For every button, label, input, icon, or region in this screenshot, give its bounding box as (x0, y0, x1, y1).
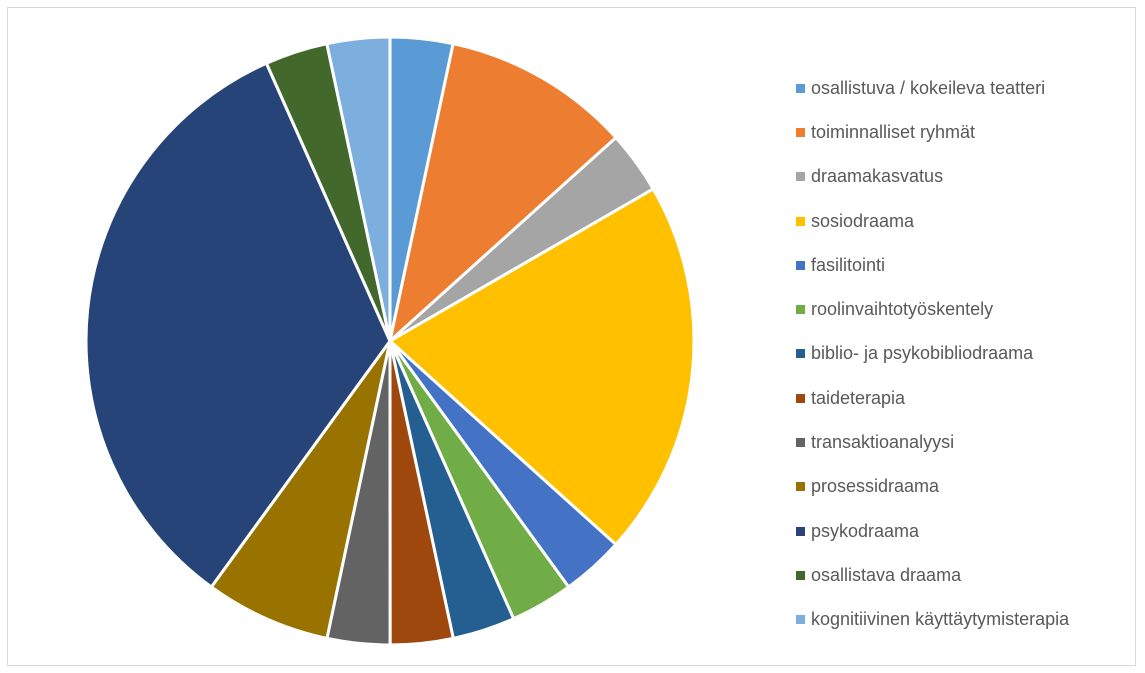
legend-item: taideterapia (796, 376, 1069, 420)
legend-swatch (796, 393, 805, 403)
legend-label: psykodraama (811, 520, 920, 541)
legend-item: fasilitointi (796, 243, 1069, 287)
pie-slice (388, 42, 618, 343)
pie-slice (84, 61, 392, 589)
legend-swatch (796, 172, 805, 182)
legend-swatch (796, 482, 805, 492)
legend-swatch (796, 83, 805, 93)
legend-label: osallistava draama (811, 564, 962, 585)
pie-slice (325, 35, 392, 343)
legend-item: sosiodraama (796, 199, 1069, 243)
legend-item: osallistuva / kokeileva teatteri (796, 66, 1069, 110)
pie-slice (209, 339, 392, 640)
legend-swatch (796, 349, 805, 359)
legend-item: kognitiivinen käyttäytymisterapia (796, 598, 1069, 642)
legend-item: draamakasvatus (796, 155, 1069, 199)
legend-label: osallistuva / kokeileva teatteri (811, 77, 1046, 98)
legend-swatch (796, 438, 805, 448)
legend-item: osallistava draama (796, 553, 1069, 597)
legend-swatch (796, 615, 805, 625)
legend-swatch (796, 526, 805, 536)
pie-slice (388, 187, 696, 546)
legend-label: fasilitointi (811, 254, 886, 275)
legend-swatch (796, 216, 805, 226)
legend-label: biblio- ja psykobibliodraama (811, 343, 1034, 364)
legend-item: roolinvaihtotyöskentely (796, 287, 1069, 331)
legend-item: psykodraama (796, 509, 1069, 553)
legend-item: biblio- ja psykobibliodraama (796, 332, 1069, 376)
legend: osallistuva / kokeileva teatteri toiminna… (796, 66, 1069, 642)
legend-label: draamakasvatus (811, 166, 944, 187)
legend-label: kognitiivinen käyttäytymisterapia (811, 609, 1070, 630)
legend-swatch (796, 570, 805, 580)
legend-label: sosiodraama (811, 210, 915, 231)
legend-item: transaktioanalyysi (796, 420, 1069, 464)
chart-area: osallistuva / kokeileva teatteri toiminna… (7, 7, 1136, 666)
legend-label: prosessidraama (811, 476, 940, 497)
legend-label: transaktioanalyysi (811, 432, 955, 453)
legend-item: toiminnalliset ryhmät (796, 110, 1069, 154)
legend-swatch (796, 260, 805, 270)
legend-label: roolinvaihtotyöskentely (811, 299, 994, 320)
legend-swatch (796, 305, 805, 315)
legend-swatch (796, 127, 805, 137)
legend-label: taideterapia (811, 387, 906, 408)
legend-item: prosessidraama (796, 465, 1069, 509)
legend-label: toiminnalliset ryhmät (811, 121, 976, 142)
pie-chart (84, 35, 696, 647)
